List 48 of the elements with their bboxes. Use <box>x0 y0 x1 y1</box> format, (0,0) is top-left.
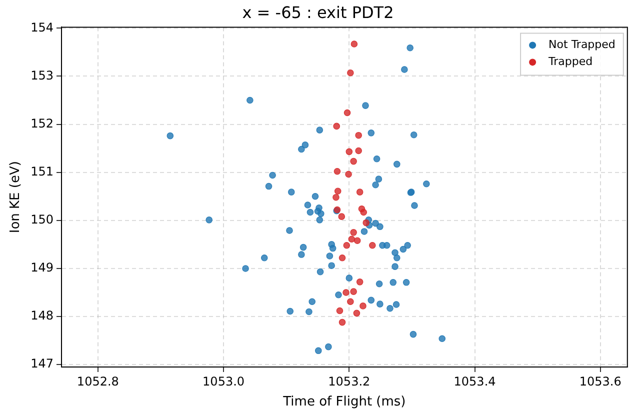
y-tick-label: 154 <box>30 20 54 34</box>
point <box>347 298 354 306</box>
y-tick-label: 150 <box>30 212 54 227</box>
point <box>333 122 340 130</box>
point <box>356 278 364 286</box>
point <box>334 188 342 194</box>
point <box>347 69 354 76</box>
point <box>348 236 356 243</box>
point <box>334 168 341 175</box>
point <box>355 147 362 154</box>
point <box>356 188 364 196</box>
point <box>350 229 357 236</box>
y-tick-label: 148 <box>30 308 54 323</box>
point <box>362 219 370 226</box>
point <box>346 148 353 156</box>
point <box>355 132 362 139</box>
point <box>350 40 358 48</box>
point <box>345 170 352 178</box>
point <box>353 310 360 317</box>
y-tick-label: 152 <box>30 116 54 130</box>
y-tick-label: 153 <box>30 68 54 82</box>
point <box>350 288 357 295</box>
legend-label: Not Trapped <box>548 38 616 52</box>
point <box>343 242 350 249</box>
point <box>332 194 340 201</box>
legend-label: Trapped <box>548 55 593 68</box>
point <box>338 318 346 326</box>
y-tick-label: 151 <box>30 164 54 178</box>
point <box>369 242 376 249</box>
x-tick-label: 1053.0 <box>202 374 245 388</box>
point <box>336 307 344 314</box>
point <box>354 237 361 244</box>
x-tick-label: 1052.8 <box>76 374 119 388</box>
point <box>360 302 366 310</box>
x-tick-label: 1053.4 <box>454 374 496 388</box>
point <box>338 213 346 220</box>
point <box>338 254 346 262</box>
point <box>342 289 350 296</box>
y-tick-label: 149 <box>30 260 54 275</box>
x-tick-label: 1053.6 <box>579 374 622 388</box>
chart-title: x = -65 : exit PDT2 <box>242 2 394 22</box>
point <box>360 208 368 216</box>
x-tick-label: 1053.2 <box>328 374 370 388</box>
x-axis-title: Time of Flight (ms) <box>282 394 406 410</box>
point <box>344 109 351 116</box>
y-tick-label: 147 <box>30 356 54 371</box>
y-axis-title: Ion KE (eV) <box>8 161 24 234</box>
point <box>350 158 357 165</box>
